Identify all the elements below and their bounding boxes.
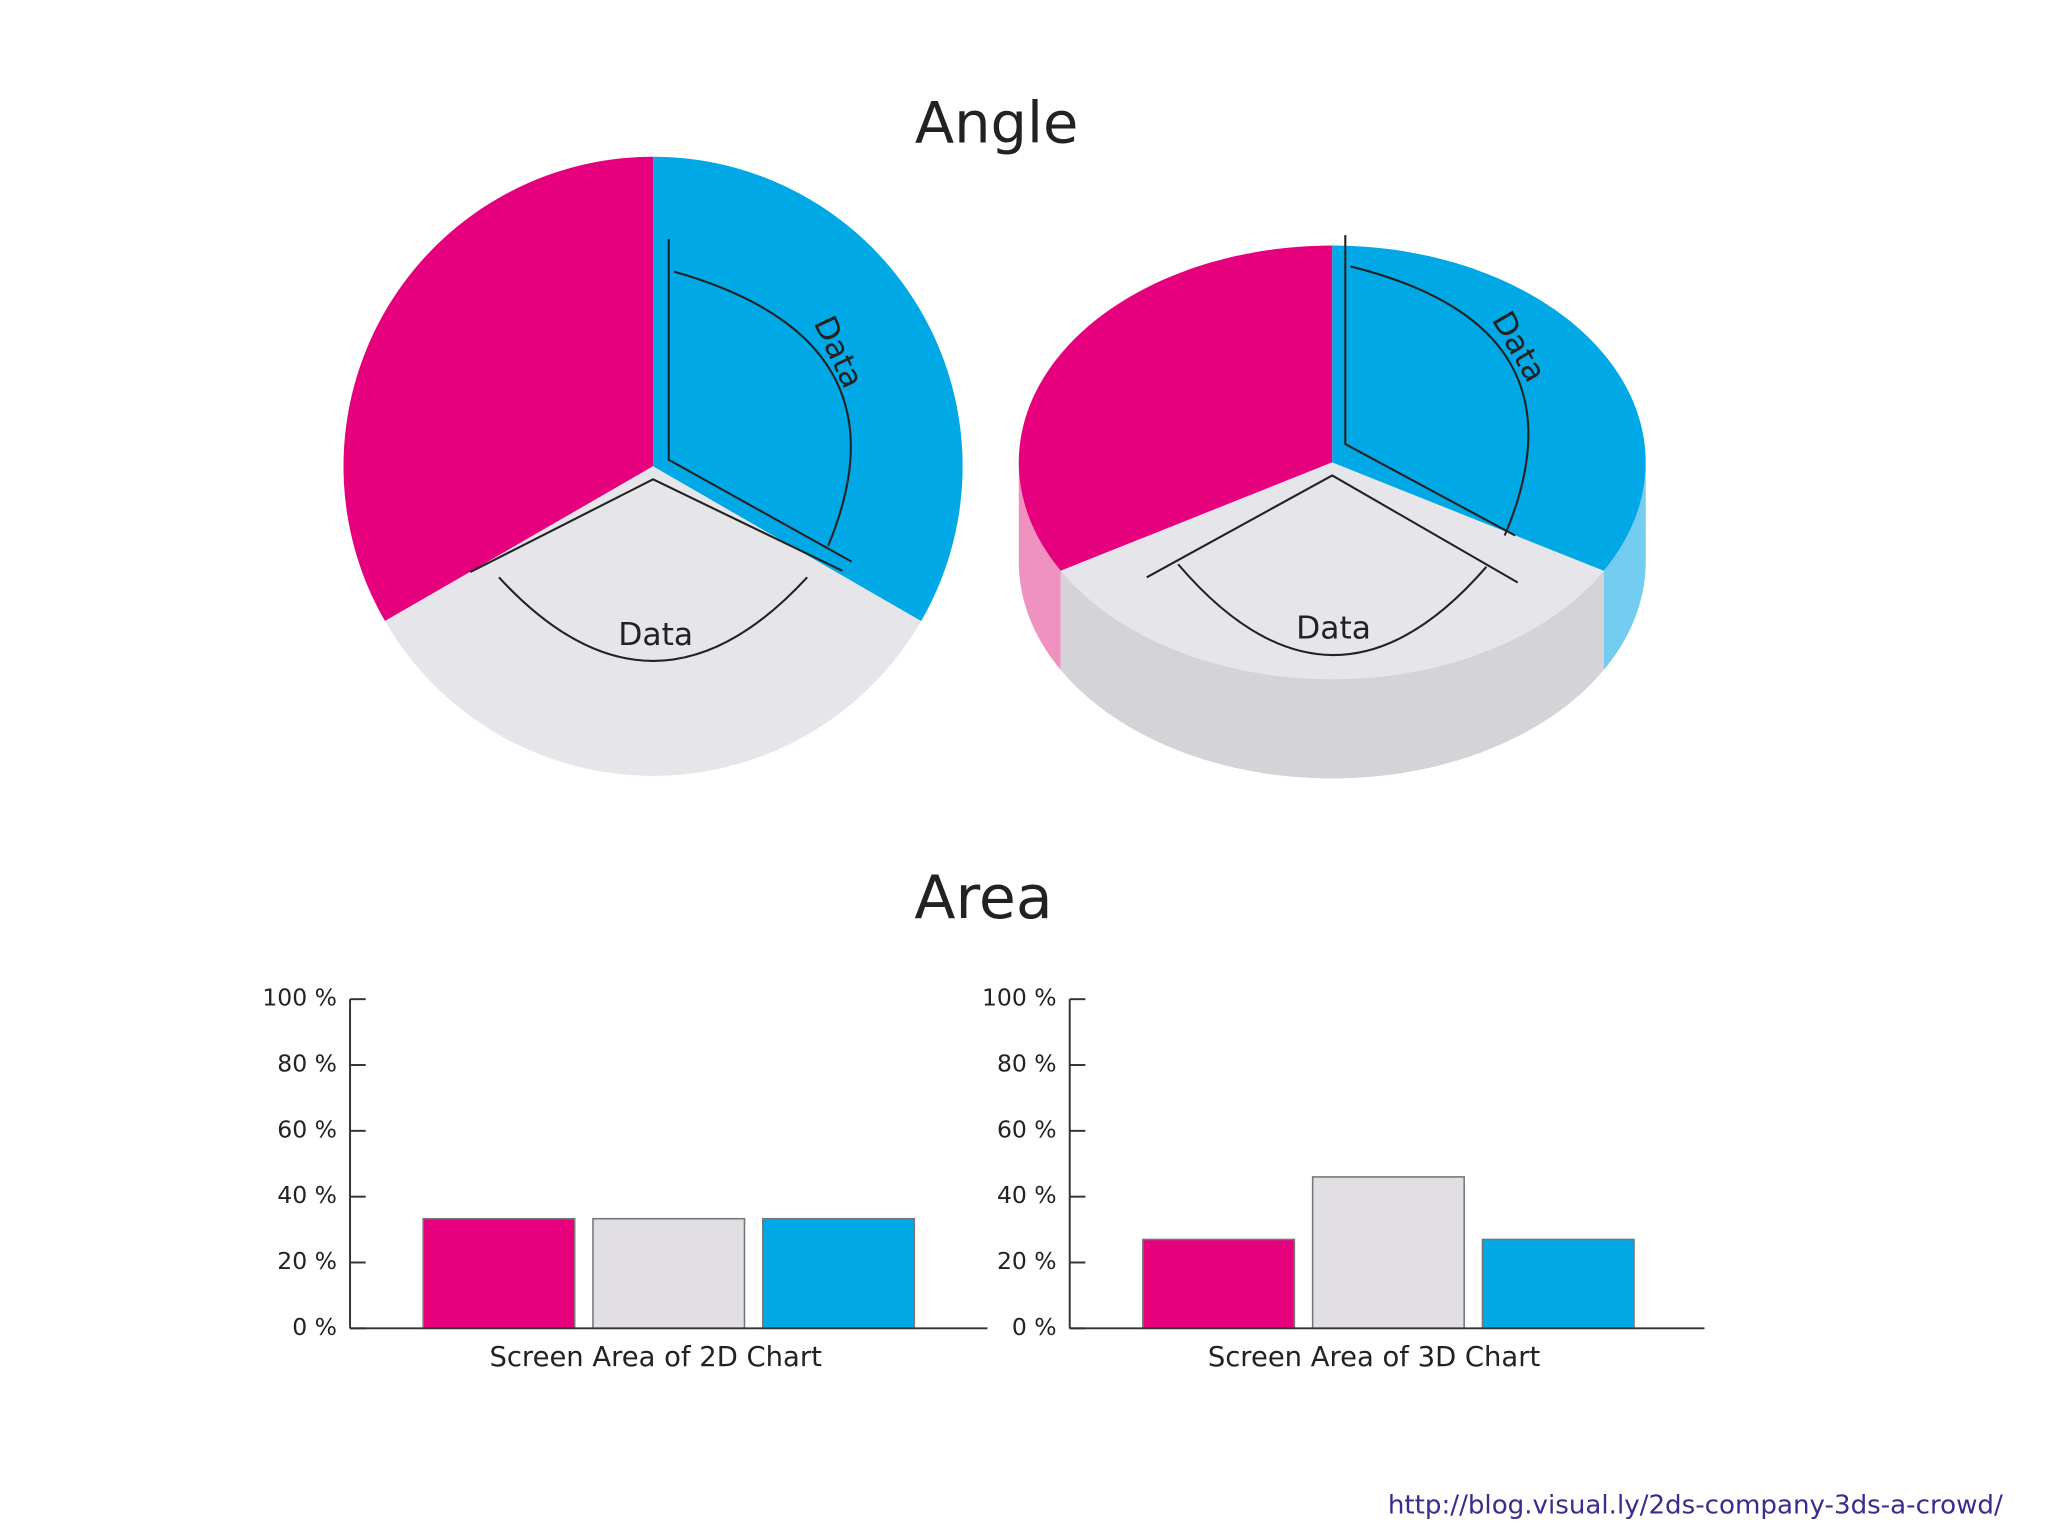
x-axis-label: Screen Area of 2D Chart	[489, 1342, 822, 1373]
marks: 0 % 20 % 40 % 60 % 80 % 100 % Screen Area of 2…	[262, 156, 1705, 1373]
bar	[1142, 1238, 1296, 1330]
source-link[interactable]: http://blog.visual.ly/2ds-company-3ds-a-…	[1388, 1490, 2003, 1520]
y-tick-label: 20 %	[277, 1247, 337, 1275]
slice-side	[1060, 570, 1604, 779]
slice-side	[1603, 462, 1646, 671]
annotation: Data	[1296, 611, 1371, 647]
bar	[592, 1217, 746, 1330]
slice-side	[1018, 462, 1061, 671]
bar	[422, 1217, 576, 1330]
y-tick-label: 0 %	[1012, 1313, 1057, 1341]
y-tick-label: 60 %	[997, 1115, 1057, 1143]
angle-guide	[667, 239, 853, 563]
y-tick-label: 0 %	[292, 1313, 337, 1341]
y-tick-label: 60 %	[277, 1115, 337, 1143]
slice	[653, 156, 963, 622]
y-tick-label: 40 %	[997, 1181, 1057, 1209]
slice	[1018, 245, 1333, 571]
angle-arc	[1177, 563, 1488, 656]
angle-title: Angle	[915, 89, 1079, 156]
angle-arc	[498, 576, 808, 662]
angle-guide	[1344, 235, 1516, 537]
angle-arc	[673, 270, 852, 547]
angle-guide	[469, 478, 843, 574]
bar	[1311, 1176, 1465, 1330]
angle-guide	[1146, 474, 1519, 584]
slice	[1060, 462, 1604, 680]
slice	[343, 156, 654, 622]
slice	[1332, 245, 1646, 571]
y-tick-label: 80 %	[277, 1050, 337, 1078]
y-tick-label: 20 %	[997, 1247, 1057, 1275]
y-tick-label: 100 %	[982, 984, 1057, 1012]
bar	[761, 1217, 916, 1330]
bar	[1481, 1238, 1635, 1330]
area-title: Area	[914, 863, 1052, 933]
x-axis-label: Screen Area of 3D Chart	[1208, 1342, 1541, 1373]
y-tick-label: 40 %	[277, 1181, 337, 1209]
y-tick-label: 100 %	[262, 984, 337, 1012]
annotation: Data	[618, 617, 693, 653]
y-tick-label: 80 %	[997, 1050, 1057, 1078]
angle-arc	[1350, 265, 1530, 536]
